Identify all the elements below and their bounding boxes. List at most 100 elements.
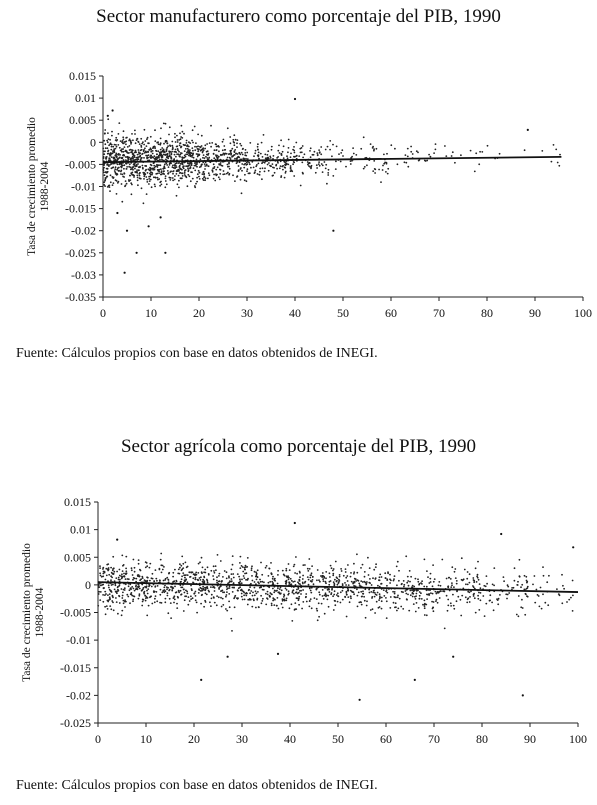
data-point <box>251 579 254 582</box>
data-point <box>180 580 182 583</box>
data-point <box>521 583 524 586</box>
data-point <box>125 143 127 146</box>
data-point <box>261 580 264 583</box>
data-point <box>169 602 172 604</box>
data-point <box>310 574 313 576</box>
data-point <box>157 178 159 181</box>
data-point <box>161 156 163 159</box>
data-point <box>132 577 135 579</box>
data-point <box>366 581 368 583</box>
data-point <box>269 157 272 159</box>
data-point <box>338 575 341 578</box>
data-point <box>114 168 117 171</box>
data-point <box>144 599 147 602</box>
data-point <box>362 592 365 595</box>
data-point <box>518 575 521 578</box>
data-point <box>219 560 222 562</box>
data-point <box>149 596 151 599</box>
data-point <box>311 565 313 567</box>
data-point <box>236 146 238 149</box>
data-point <box>196 165 198 168</box>
data-point <box>232 573 235 575</box>
data-point <box>246 151 249 154</box>
data-point <box>145 165 148 167</box>
data-point <box>125 567 127 570</box>
data-point <box>202 156 204 159</box>
data-point <box>195 158 198 161</box>
data-point <box>219 585 222 588</box>
data-point <box>212 578 215 581</box>
data-point <box>342 574 345 577</box>
data-point <box>218 178 221 181</box>
data-point <box>406 155 409 158</box>
data-point <box>559 153 561 156</box>
data-point <box>145 168 148 171</box>
data-point <box>464 596 467 599</box>
data-point <box>293 580 296 583</box>
data-point <box>277 591 280 594</box>
data-point <box>186 153 189 156</box>
data-point <box>350 572 352 574</box>
data-point <box>287 563 290 565</box>
data-point <box>131 171 134 174</box>
data-point <box>572 594 574 597</box>
data-point <box>380 583 382 585</box>
data-point <box>246 603 249 606</box>
data-point <box>190 164 193 167</box>
data-point <box>333 583 336 586</box>
data-point <box>155 591 158 593</box>
data-point <box>146 579 149 582</box>
data-point <box>307 583 310 586</box>
data-point <box>250 567 253 570</box>
data-point <box>127 152 129 155</box>
data-point <box>335 145 338 148</box>
data-point <box>164 140 167 142</box>
data-point <box>279 586 282 589</box>
data-point <box>312 153 315 156</box>
data-point <box>282 164 284 167</box>
data-point <box>116 159 119 162</box>
data-point <box>189 167 191 170</box>
data-point <box>336 600 339 603</box>
data-point <box>349 595 352 598</box>
data-point <box>431 585 434 588</box>
data-point <box>121 173 124 176</box>
data-point <box>104 179 106 182</box>
data-point <box>131 586 134 588</box>
data-point <box>373 160 376 162</box>
data-point <box>325 595 327 598</box>
data-point <box>231 155 234 158</box>
data-point <box>183 173 186 175</box>
data-point <box>202 179 205 182</box>
data-point <box>102 568 104 570</box>
y-tick-label: 0.01 <box>75 91 96 105</box>
data-point <box>287 578 290 581</box>
data-point <box>356 579 359 582</box>
outlier-point <box>500 532 503 536</box>
data-point <box>333 593 336 596</box>
chart-panel-agriculture: Sector agrícola como porcentaje del PIB,… <box>0 430 597 805</box>
data-point <box>159 181 162 184</box>
data-point <box>220 596 222 599</box>
outlier-point <box>572 546 575 549</box>
data-point <box>146 592 149 595</box>
data-point <box>287 138 290 141</box>
data-point <box>273 577 276 580</box>
data-point <box>268 595 271 597</box>
data-point <box>321 171 324 174</box>
data-point <box>288 607 291 610</box>
data-point <box>359 601 362 603</box>
data-point <box>118 584 121 587</box>
data-point <box>385 600 388 603</box>
data-point <box>272 599 274 602</box>
data-point <box>328 583 331 586</box>
data-point <box>345 593 348 596</box>
data-point <box>233 151 236 154</box>
data-point <box>316 579 318 582</box>
data-point <box>189 142 192 145</box>
data-point <box>378 593 381 596</box>
data-point <box>380 600 383 603</box>
data-point <box>281 598 284 600</box>
y-tick-label: 0.015 <box>64 495 91 509</box>
data-point <box>477 594 479 597</box>
